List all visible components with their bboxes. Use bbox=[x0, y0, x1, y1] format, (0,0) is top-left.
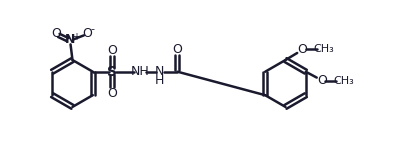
Text: -: - bbox=[91, 24, 95, 35]
Text: CH₃: CH₃ bbox=[313, 44, 334, 54]
Text: N: N bbox=[65, 33, 76, 46]
Text: H: H bbox=[155, 74, 164, 87]
Text: O: O bbox=[107, 44, 117, 57]
Text: O: O bbox=[298, 43, 308, 56]
Text: O: O bbox=[172, 43, 182, 56]
Text: CH₃: CH₃ bbox=[333, 76, 354, 86]
Text: N: N bbox=[155, 65, 164, 78]
Text: +: + bbox=[72, 32, 80, 42]
Text: S: S bbox=[107, 65, 117, 79]
Text: NH: NH bbox=[131, 65, 150, 78]
Text: O: O bbox=[82, 27, 92, 40]
Text: O: O bbox=[317, 74, 327, 87]
Text: O: O bbox=[107, 87, 117, 100]
Text: O: O bbox=[51, 27, 61, 40]
